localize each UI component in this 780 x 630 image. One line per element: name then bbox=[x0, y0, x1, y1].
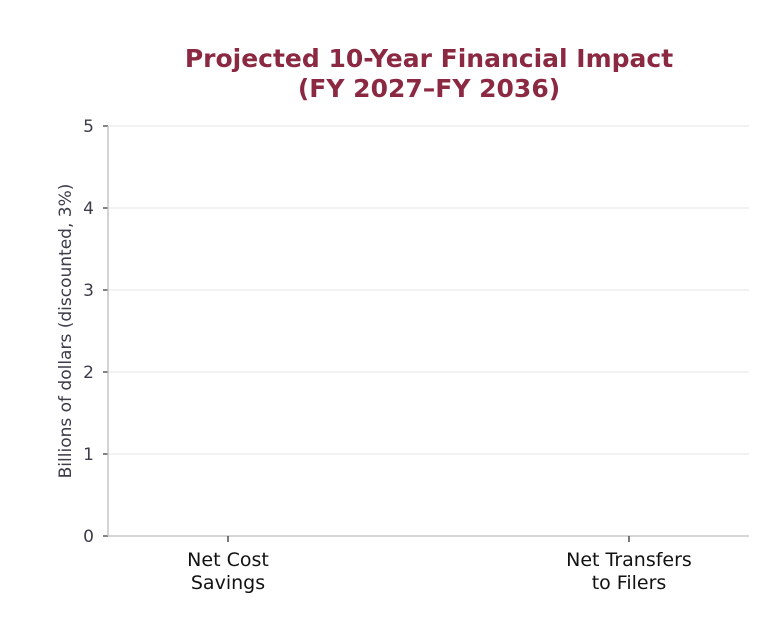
grid-lines bbox=[108, 125, 749, 455]
y-tick-label: 0 bbox=[83, 527, 94, 547]
y-tick-label: 2 bbox=[83, 363, 94, 383]
y-tick-label: 4 bbox=[83, 199, 94, 219]
y-tick-label: 1 bbox=[83, 445, 94, 465]
x-tick-label: to Filers bbox=[592, 572, 667, 594]
x-tick-label: Net Transfers bbox=[566, 549, 692, 571]
y-tick-label: 3 bbox=[83, 281, 94, 301]
y-axis-title: Billions of dollars (discounted, 3%) bbox=[56, 184, 76, 479]
x-tick-label: Net Cost bbox=[187, 549, 269, 571]
chart-title: Projected 10-Year Financial Impact (FY 2… bbox=[185, 44, 673, 103]
chart-title-line-1: Projected 10-Year Financial Impact bbox=[185, 44, 673, 73]
y-tick-label: 5 bbox=[83, 117, 94, 137]
axes bbox=[103, 125, 749, 542]
chart-title-line-2: (FY 2027–FY 2036) bbox=[298, 74, 560, 103]
x-tick-label: Savings bbox=[191, 572, 265, 594]
